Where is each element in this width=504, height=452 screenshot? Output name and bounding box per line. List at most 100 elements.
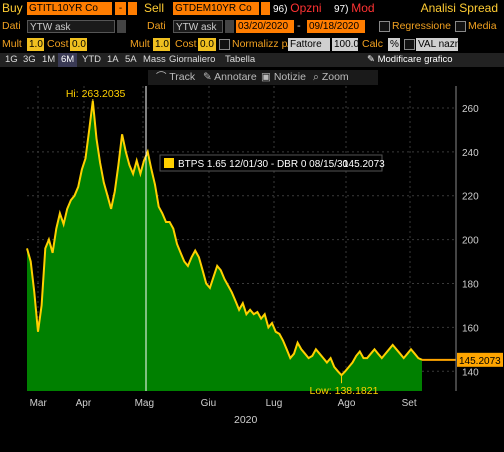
- x-tick-label: Giu: [201, 398, 217, 409]
- header-row-1: Buy GTITL10YR Co - Sell GTDEM10YR Co 96)…: [0, 0, 504, 16]
- sell-ticker-field[interactable]: GTDEM10YR Co: [173, 2, 259, 15]
- header-row-2: Dati YTW ask Dati YTW ask 03/20/2020 - 0…: [0, 18, 504, 34]
- y-tick-label: 200: [462, 236, 479, 247]
- mult2-field[interactable]: 1.0: [153, 38, 170, 51]
- mult-field[interactable]: 1.0: [27, 38, 44, 51]
- y-tick-label: 180: [462, 279, 479, 290]
- factor-value-field[interactable]: 100.0: [332, 38, 358, 51]
- x-tick-label: Mag: [135, 398, 154, 409]
- mod-num: 97): [334, 4, 349, 15]
- legend-label: BTPS 1.65 12/01/30 - DBR 0 08/15/30: [178, 159, 349, 170]
- news-label: Notizie: [273, 71, 306, 83]
- tab-modificare-grafico[interactable]: ✎ Modificare grafico: [364, 53, 456, 67]
- tab-tabella[interactable]: Tabella: [225, 54, 256, 65]
- regression-checkbox[interactable]: [379, 21, 390, 32]
- track-tool[interactable]: ⌒ Track: [156, 70, 195, 85]
- low-label: Low: 138.1821: [310, 385, 379, 397]
- mod-label: Mod: [351, 1, 375, 15]
- tab-1m[interactable]: 1M: [42, 54, 56, 65]
- current-value-text: 145.2073: [459, 356, 501, 367]
- news-icon: ▣: [261, 71, 274, 83]
- regression-label: Regressione: [392, 20, 451, 32]
- legend-frame: [159, 154, 383, 172]
- header-row-3: Mult 1.0 Cost 0.0 Mult 1.0 Cost 0.0 Norm…: [0, 36, 504, 52]
- zoom-label: Zoom: [321, 71, 349, 83]
- dati-select[interactable]: YTW ask: [27, 20, 115, 33]
- calc-label: Calc: [362, 38, 384, 50]
- zoom-tool[interactable]: ⌕ Zoom: [313, 70, 349, 85]
- y-tick-label: 240: [462, 148, 479, 159]
- annotate-tool[interactable]: ✎ Annotare: [203, 70, 257, 85]
- x-axis: Mar Apr Mag Giu Lug Ago Set: [30, 398, 417, 409]
- tab-ytd[interactable]: YTD: [82, 54, 101, 65]
- tab-5a[interactable]: 5A: [125, 54, 137, 65]
- y-axis: 140 160 180 200 220 240 260: [455, 86, 479, 391]
- timeframe-tab-bar: 1G 3G 1M 6M YTD 1A 5A Mass Giornaliero T…: [0, 53, 504, 67]
- end-date-field[interactable]: 09/18/2020: [307, 20, 365, 33]
- buy-ticker-field[interactable]: GTITL10YR Co: [27, 2, 112, 15]
- buy-menu-button[interactable]: [128, 2, 137, 15]
- x-tick-label: Apr: [76, 398, 92, 409]
- dati2-select[interactable]: YTW ask: [173, 20, 223, 33]
- mult2-label: Mult: [130, 38, 150, 50]
- cost2-field[interactable]: 0.0: [198, 38, 216, 51]
- x-tick-label: Set: [402, 398, 417, 409]
- y-tick-label: 260: [462, 104, 479, 115]
- opzni-num: 96): [273, 4, 288, 15]
- news-tool[interactable]: ▣ Notizie: [261, 70, 306, 85]
- x-axis-title: 2020: [234, 414, 258, 426]
- wrench-icon: ✎: [367, 54, 375, 65]
- y-tick-label: 160: [462, 323, 479, 334]
- mult-label: Mult: [2, 38, 22, 50]
- currency-checkbox[interactable]: [404, 39, 415, 50]
- x-tick-label: Mar: [30, 398, 48, 409]
- y-tick-label: 140: [462, 367, 479, 378]
- tab-1g[interactable]: 1G: [5, 54, 18, 65]
- tab-3g[interactable]: 3G: [23, 54, 36, 65]
- spread-area-fill: [27, 100, 422, 392]
- zoom-icon: ⌕: [313, 71, 322, 83]
- legend-box: BTPS 1.65 12/01/30 - DBR 0 08/15/30 145.…: [159, 154, 385, 172]
- opzni-label: Opzni: [290, 1, 322, 15]
- factor-select[interactable]: Fattore: [288, 38, 330, 51]
- tab-mass[interactable]: Mass: [143, 54, 166, 65]
- x-tick-label: Lug: [266, 398, 283, 409]
- current-value-badge: [457, 352, 503, 367]
- high-label: Hi: 263.2035: [66, 88, 126, 100]
- spread-area-chart[interactable]: 140 160 180 200 220 240 260 Mar Apr Mag Giu Lug Ago…: [0, 86, 504, 452]
- sell-menu-button[interactable]: [261, 2, 270, 15]
- normalize-label: Normalizz p/: [232, 38, 291, 50]
- chart-tools-bar: ⌒ Track ✎ Annotare ▣ Notizie ⌕ Zoom: [148, 70, 378, 85]
- dati2-label: Dati: [147, 20, 166, 32]
- mod-button[interactable]: 97) Mod: [334, 0, 375, 18]
- track-icon: ⌒: [156, 71, 170, 83]
- track-label: Track: [169, 71, 196, 83]
- calc-field[interactable]: %: [388, 38, 400, 51]
- tab-6m[interactable]: 6M: [58, 53, 78, 67]
- dati-dropdown-icon[interactable]: [117, 20, 126, 33]
- legend-swatch: [164, 158, 174, 168]
- legend-value: 145.2073: [343, 159, 385, 170]
- buy-label: Buy: [2, 1, 23, 15]
- analysis-title: Analisi Spread: [420, 1, 498, 15]
- buy-dropdown[interactable]: -: [115, 2, 126, 15]
- sell-label: Sell: [144, 1, 165, 15]
- annotate-label: Annotare: [214, 71, 257, 83]
- dati2-dropdown-icon[interactable]: [225, 20, 234, 33]
- pencil-icon: ✎: [203, 71, 215, 83]
- start-date-field[interactable]: 03/20/2020: [236, 20, 294, 33]
- tab-giornaliero[interactable]: Giornaliero: [169, 54, 216, 65]
- x-tick-label: Ago: [338, 398, 356, 409]
- opzni-button[interactable]: 96) Opzni: [273, 0, 322, 18]
- tab-1a[interactable]: 1A: [107, 54, 119, 65]
- media-checkbox[interactable]: [455, 21, 466, 32]
- media-label: Media: [468, 20, 497, 32]
- cost-label: Cost: [47, 38, 69, 50]
- cost-field[interactable]: 0.0: [70, 38, 87, 51]
- date-separator: -: [297, 20, 301, 32]
- currency-field[interactable]: VAL nazni: [416, 38, 458, 51]
- modificare-grafico-label: Modificare grafico: [377, 54, 453, 65]
- dati-label: Dati: [2, 20, 21, 32]
- normalize-checkbox[interactable]: [219, 39, 230, 50]
- y-tick-label: 220: [462, 192, 479, 203]
